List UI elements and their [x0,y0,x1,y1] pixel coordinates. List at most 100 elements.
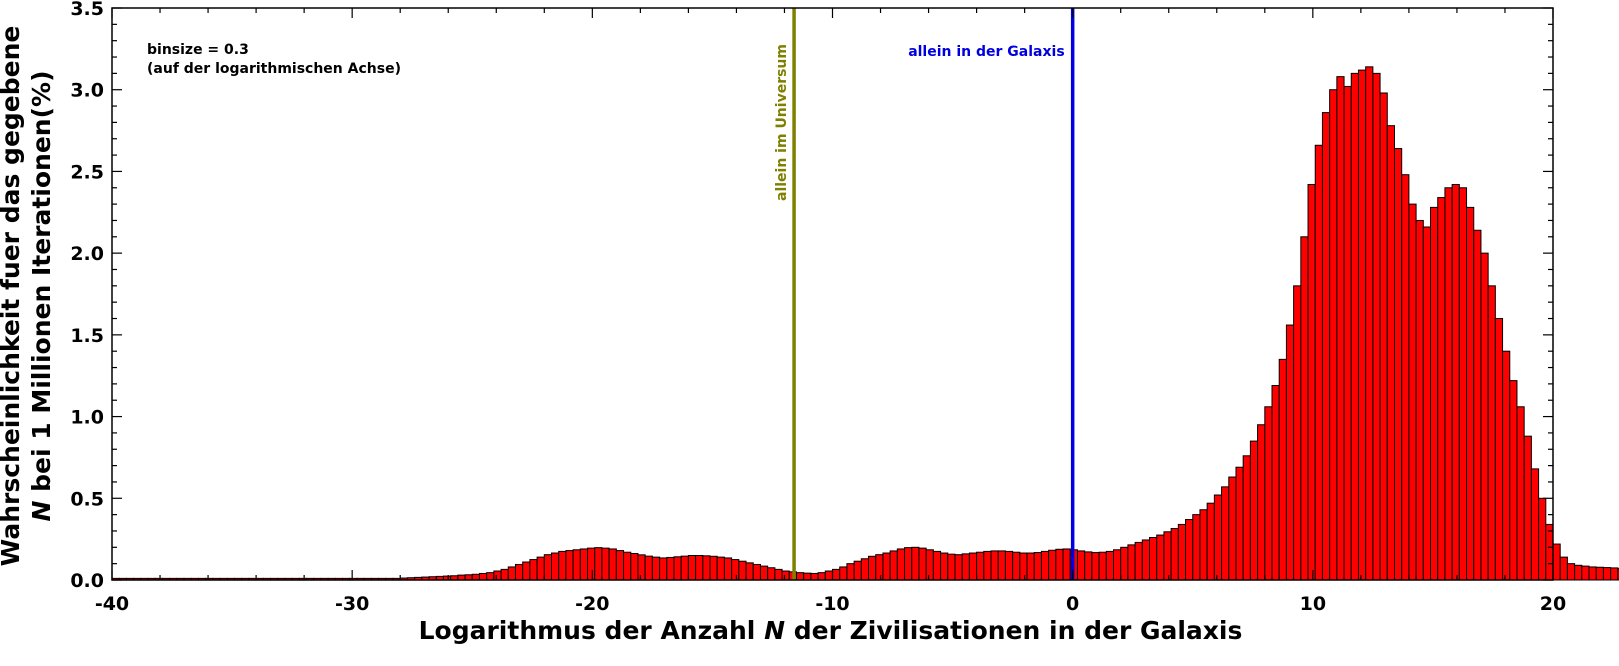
histogram-bar [1595,566,1604,581]
histogram-bar [1422,226,1432,581]
histogram-bar [673,556,682,581]
histogram-bar [1141,539,1151,581]
histogram-bar [637,554,646,581]
histogram-bar [1357,69,1367,581]
y-axis-title-line1: Wahrscheinlichkeit fuer das gegebene [0,26,25,567]
histogram-bar [702,555,711,581]
histogram-bar [1545,523,1554,581]
histogram-bar [644,555,653,581]
histogram-bar [1437,197,1446,581]
reference-line-label: allein im Universum [774,44,790,201]
histogram-bar [1386,125,1396,581]
histogram-bar [1185,519,1194,581]
histogram-bar [471,573,480,581]
histogram-bar [709,555,718,581]
binsize-note-line1: binsize = 0.3 [147,42,249,58]
histogram-bar [752,563,761,581]
histogram-bar [911,546,920,581]
histogram-bar [680,555,689,581]
histogram-bar [983,550,992,581]
histogram-bar [1257,424,1266,581]
histogram-bar [1602,567,1612,581]
histogram-bar [1502,350,1511,581]
histogram-bar [1372,72,1381,581]
histogram-bar [1098,551,1107,581]
histogram-bar [1401,174,1410,581]
histogram-bar [1379,92,1388,581]
histogram-bar [889,550,898,581]
histogram-bar [1105,550,1114,581]
histogram-bar [601,547,610,581]
histogram-bar [464,574,473,581]
histogram-bar [615,550,625,581]
x-axis-title: Logarithmus der Anzahl N der Zivilisatio… [419,616,1243,645]
histogram-bar [493,570,502,581]
histogram-bar [594,547,603,581]
histogram-bar [1588,566,1597,581]
histogram-bar [1120,546,1129,581]
y-tick-label: 3.5 [70,0,104,20]
histogram-bar [781,570,790,581]
histogram-bar [536,556,545,581]
histogram-bar [1235,466,1244,581]
histogram-bar [1062,548,1071,581]
binsize-note-line2: (auf der logarithmischen Achse) [147,61,401,77]
histogram-bar [1307,184,1316,581]
histogram-bar [882,552,891,581]
histogram-bar [1336,76,1345,581]
histogram-bar [1473,229,1482,581]
histogram-bar [738,560,747,581]
histogram-bar [551,552,560,581]
histogram-bar [1530,468,1540,581]
histogram-bar [925,549,934,581]
histogram-bar [868,555,877,581]
histogram-bar [968,552,978,581]
histogram-bar [723,557,733,581]
histogram-bar [1040,550,1050,581]
histogram-bar [1408,203,1417,581]
histogram-bar [1271,385,1280,581]
histogram-bar [579,548,589,581]
histogram-bar [803,572,812,581]
histogram-bar [666,556,675,581]
histogram-bar [918,547,927,581]
histogram-bar [1393,148,1403,581]
histogram-bar [500,568,509,581]
x-axis-title-variable: N [764,616,785,645]
histogram-bar [1213,494,1223,581]
histogram-bar [695,554,704,581]
histogram-bar [1509,380,1518,581]
axis-ticks [111,7,1554,581]
histogram-bar [1228,476,1237,581]
histogram-bar [543,554,553,581]
histogram-bar [1617,568,1619,581]
x-tick-label: -20 [575,593,609,615]
histogram-bar [1163,531,1172,581]
histogram-bar [1566,563,1576,581]
histogram-bar [1480,252,1489,581]
histogram-bar [687,554,697,581]
histogram-bar [623,551,632,581]
histogram-bar [954,554,963,581]
y-tick-label: 1.5 [70,325,104,347]
histogram-bar [810,572,819,581]
histogram-bar [1091,552,1100,581]
histogram-bar [767,567,776,581]
histogram-bar [1112,549,1122,581]
x-axis-title-part2: der Zivilisationen in der Galaxis [785,616,1242,645]
histogram-bar [1494,318,1504,581]
histogram-bar [997,550,1006,581]
x-tick-label: -30 [335,593,369,615]
reference-lines: allein im Universum allein in der Galaxis [774,8,1075,580]
y-tick-label: 1.0 [70,407,104,429]
histogram-bar [630,553,639,581]
histogram-bar [1538,497,1547,581]
histogram-bar [529,559,538,581]
histogram-bar [976,551,985,581]
histogram-bar [1199,509,1208,581]
histogram-bar [1343,85,1352,581]
histogram-bar [1048,549,1057,581]
histogram-bar [514,563,524,581]
histogram-bar [716,556,725,581]
histogram-bar [1206,502,1215,581]
